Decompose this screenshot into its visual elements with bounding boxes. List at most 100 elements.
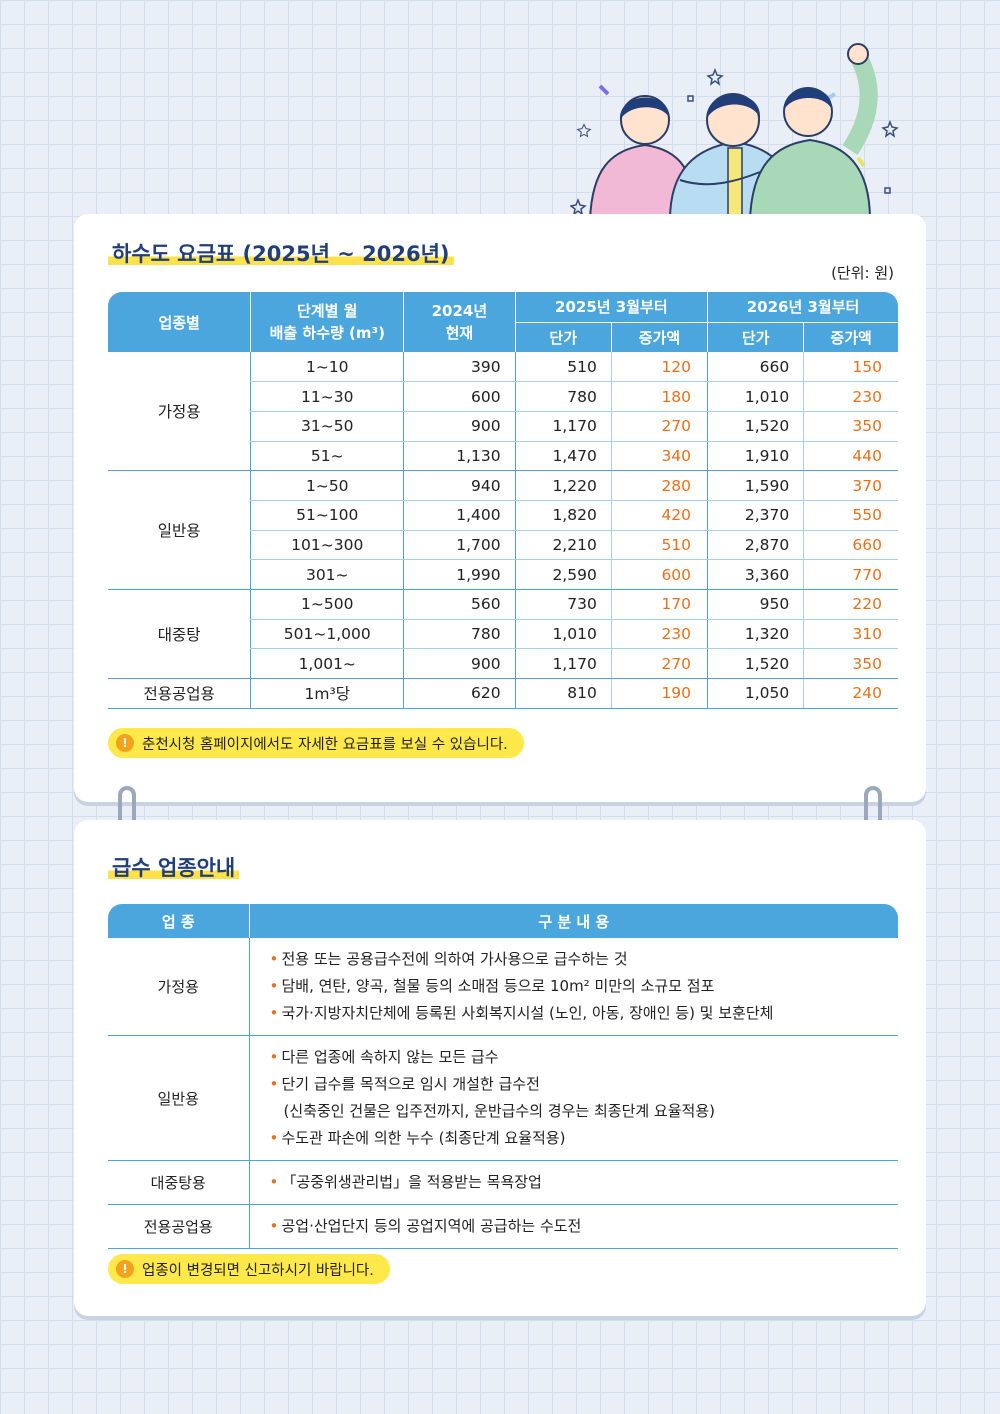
table-row: 대중탕 1~500 560 730 170 950 220 — [108, 589, 898, 680]
header-2026-unit-price: 단가 — [707, 322, 804, 352]
price-2026-cell: 1,520 — [707, 648, 804, 680]
sewer-note: ! 춘천시청 홈페이지에서도 자세한 요금표를 보실 수 있습니다. — [108, 728, 524, 758]
price-2025-cell: 1,010 — [514, 619, 612, 650]
header-category: 업종별 — [108, 292, 251, 352]
water-table-body: 가정용전용 또는 공용급수전에 의하여 가사용으로 급수하는 것담배, 연탄, … — [108, 938, 898, 1249]
price-2026-cell: 2,870 — [707, 530, 804, 561]
price-2025-cell: 810 — [514, 678, 612, 709]
header-water-content: 구 분 내 용 — [248, 904, 898, 938]
header-2026-increase: 증가액 — [803, 322, 898, 352]
header-2025-unit-price: 단가 — [514, 322, 612, 352]
increase-2026-cell: 770 — [803, 559, 898, 590]
price-2024-cell: 1,130 — [403, 441, 516, 472]
increase-2026-cell: 440 — [803, 441, 898, 472]
price-2026-cell: 1,320 — [707, 619, 804, 650]
step-cell: 1~500 — [250, 589, 404, 620]
increase-2025-cell: 170 — [610, 589, 708, 620]
water-category-cell: 전용공업용 — [108, 1204, 250, 1249]
price-2026-cell: 1,520 — [707, 411, 804, 442]
list-item: 다른 업종에 속하지 않는 모든 급수 — [270, 1044, 899, 1071]
group-name: 가정용 — [108, 352, 251, 472]
increase-2025-cell: 510 — [610, 530, 708, 561]
list-item: 담배, 연탄, 양곡, 철물 등의 소매점 등으로 10m² 미만의 소규모 점… — [270, 973, 899, 1000]
price-2024-cell: 620 — [403, 678, 516, 709]
sewer-rate-table: 업종별 단계별 월 배출 하수량 (m³) 2024년 현재 2025년 3월부터 … — [108, 292, 898, 709]
water-description-cell: 공업·산업단지 등의 공업지역에 공급하는 수도전 — [249, 1204, 899, 1249]
increase-2025-cell: 280 — [610, 470, 708, 501]
table-row: 전용공업용 공업·산업단지 등의 공업지역에 공급하는 수도전 — [108, 1204, 899, 1249]
increase-2025-cell: 120 — [610, 352, 708, 383]
price-2024-cell: 1,700 — [403, 530, 516, 561]
table-row: 11~30 600 780 180 1,010 230 — [108, 381, 898, 412]
table-row: 301~ 1,990 2,590 600 3,360 770 — [108, 559, 898, 590]
description-list: 「공중위생관리법」을 적용받는 목욕장업 — [270, 1169, 899, 1196]
price-2025-cell: 730 — [514, 589, 612, 620]
step-cell: 1m³당 — [250, 678, 404, 709]
price-2025-cell: 1,470 — [514, 441, 612, 472]
table-row: 가정용 1~10 390 510 120 660 150 — [108, 352, 898, 472]
price-2024-cell: 1,400 — [403, 500, 516, 531]
step-cell: 51~100 — [250, 500, 404, 531]
price-2026-cell: 1,590 — [707, 470, 804, 501]
water-category-table: 업 종 구 분 내 용 가정용전용 또는 공용급수전에 의하여 가사용으로 급수… — [108, 904, 898, 1249]
water-note: ! 업종이 변경되면 신고하시기 바랍니다. — [108, 1254, 390, 1284]
table-row: 501~1,000 780 1,010 230 1,320 310 — [108, 619, 898, 650]
cheering-people-illustration — [570, 43, 899, 220]
increase-2026-cell: 350 — [803, 648, 898, 680]
step-cell: 301~ — [250, 559, 404, 590]
water-description-cell: 전용 또는 공용급수전에 의하여 가사용으로 급수하는 것담배, 연탄, 양곡,… — [249, 938, 898, 1036]
group-name: 일반용 — [108, 470, 251, 590]
sewer-note-text: 춘천시청 홈페이지에서도 자세한 요금표를 보실 수 있습니다. — [142, 736, 508, 753]
increase-2025-cell: 340 — [610, 441, 708, 472]
price-2025-cell: 1,820 — [514, 500, 612, 531]
description-list: 공업·산업단지 등의 공업지역에 공급하는 수도전 — [270, 1213, 899, 1240]
increase-2025-cell: 270 — [610, 648, 708, 680]
price-2026-cell: 1,910 — [707, 441, 804, 472]
increase-2026-cell: 370 — [803, 470, 898, 501]
water-section-title: 급수 업종안내 — [108, 852, 240, 882]
unit-label: (단위: 원) — [831, 264, 894, 282]
step-cell: 1,001~ — [250, 648, 404, 680]
water-category-cell: 가정용 — [108, 938, 250, 1036]
step-cell: 1~50 — [250, 470, 404, 501]
list-item: 공업·산업단지 등의 공업지역에 공급하는 수도전 — [270, 1213, 899, 1240]
price-2024-cell: 940 — [403, 470, 516, 501]
table-row: 31~50 900 1,170 270 1,520 350 — [108, 411, 898, 442]
warning-icon: ! — [116, 1260, 134, 1278]
increase-2026-cell: 230 — [803, 381, 898, 412]
price-2024-cell: 900 — [403, 648, 516, 680]
step-cell: 31~50 — [250, 411, 404, 442]
warning-icon: ! — [116, 734, 134, 752]
water-category-cell: 대중탕용 — [108, 1160, 250, 1205]
step-cell: 501~1,000 — [250, 619, 404, 650]
price-2024-cell: 560 — [403, 589, 516, 620]
price-2025-cell: 510 — [514, 352, 612, 383]
header-2024: 2024년 현재 — [403, 292, 516, 352]
water-description-cell: 「공중위생관리법」을 적용받는 목욕장업 — [249, 1160, 899, 1205]
water-category-cell: 일반용 — [108, 1035, 250, 1161]
increase-2025-cell: 270 — [610, 411, 708, 442]
price-2024-cell: 390 — [403, 352, 516, 383]
table-row: 일반용다른 업종에 속하지 않는 모든 급수단기 급수를 목적으로 임시 개설한… — [108, 1035, 899, 1161]
price-2026-cell: 1,010 — [707, 381, 804, 412]
table-row: 51~ 1,130 1,470 340 1,910 440 — [108, 441, 898, 472]
step-cell: 51~ — [250, 441, 404, 472]
increase-2026-cell: 350 — [803, 411, 898, 442]
increase-2025-cell: 420 — [610, 500, 708, 531]
water-note-text: 업종이 변경되면 신고하시기 바랍니다. — [142, 1262, 374, 1279]
description-list: 다른 업종에 속하지 않는 모든 급수단기 급수를 목적으로 임시 개설한 급수… — [270, 1044, 899, 1152]
table-row: 일반용 1~50 940 1,220 280 1,590 370 — [108, 470, 898, 590]
increase-2025-cell: 600 — [610, 559, 708, 590]
table-row: 가정용전용 또는 공용급수전에 의하여 가사용으로 급수하는 것담배, 연탄, … — [108, 938, 898, 1036]
table-row: 1,001~ 900 1,170 270 1,520 350 — [108, 648, 898, 680]
table-row: 101~300 1,700 2,210 510 2,870 660 — [108, 530, 898, 561]
price-2025-cell: 1,220 — [514, 470, 612, 501]
list-item: 「공중위생관리법」을 적용받는 목욕장업 — [270, 1169, 899, 1196]
sewer-table-body: 가정용 1~10 390 510 120 660 150 11~30 600 780 180 1,01… — [108, 352, 898, 709]
group-name: 대중탕 — [108, 589, 251, 680]
sewer-rate-card: 하수도 요금표 (2025년 ~ 2026년) (단위: 원) 업종별 단계별 … — [74, 214, 926, 802]
increase-2026-cell: 220 — [803, 589, 898, 620]
price-2024-cell: 780 — [403, 619, 516, 650]
price-2024-cell: 600 — [403, 381, 516, 412]
table-row: 51~100 1,400 1,820 420 2,370 550 — [108, 500, 898, 531]
